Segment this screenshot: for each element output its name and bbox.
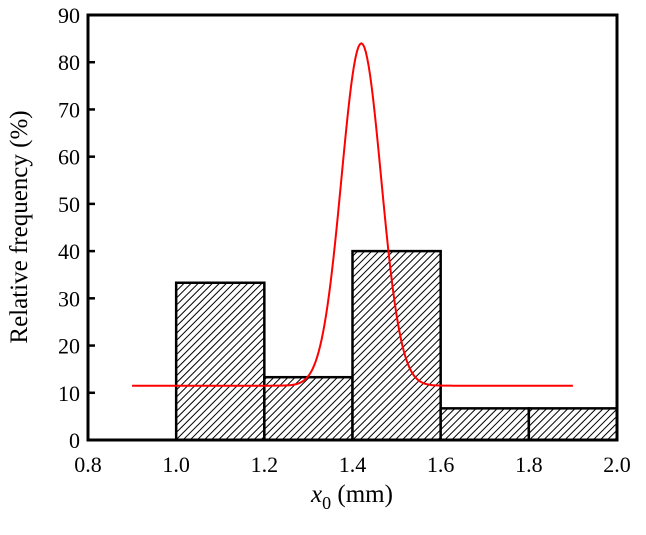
y-tick-label: 30 (58, 286, 80, 311)
histogram-bar (439, 407, 531, 442)
x-axis-unit: (mm) (331, 481, 393, 508)
x-tick-label: 1.8 (515, 452, 543, 477)
y-tick-label: 20 (58, 334, 80, 359)
plot-frame (86, 13, 619, 442)
x-tick-label: 1.4 (339, 452, 367, 477)
histogram-bar (527, 407, 619, 442)
y-tick-label: 50 (58, 192, 80, 217)
y-tick-label: 40 (58, 239, 80, 264)
histogram-bar (263, 375, 354, 442)
y-tick-label: 0 (69, 428, 80, 453)
y-tick-label: 80 (58, 50, 80, 75)
histogram-bars (174, 249, 619, 442)
x-tick-label: 1.6 (427, 452, 455, 477)
x-tick-label: 1.0 (162, 452, 190, 477)
y-axis-ticks: 0 10 20 30 40 50 60 70 80 90 (58, 3, 95, 453)
x-tick-label: 2.0 (603, 452, 631, 477)
y-tick-label: 70 (58, 97, 80, 122)
histogram-bar (174, 281, 266, 442)
x-tick-label: 1.2 (251, 452, 279, 477)
histogram-bar (351, 249, 442, 442)
y-tick-label: 10 (58, 381, 80, 406)
x-axis-subscript: 0 (322, 493, 331, 513)
x-tick-label: 0.8 (74, 452, 102, 477)
y-tick-label: 60 (58, 145, 80, 170)
y-tick-label: 90 (58, 3, 80, 28)
x-axis-var: x (310, 481, 322, 508)
y-axis-title: Relative frequency (%) (6, 110, 33, 343)
x-axis-title: x0 (mm) (310, 481, 393, 513)
x-axis-ticks: 0.8 1.0 1.2 1.4 1.6 1.8 2.0 (74, 452, 631, 477)
gaussian-fit-curve (132, 42, 573, 387)
